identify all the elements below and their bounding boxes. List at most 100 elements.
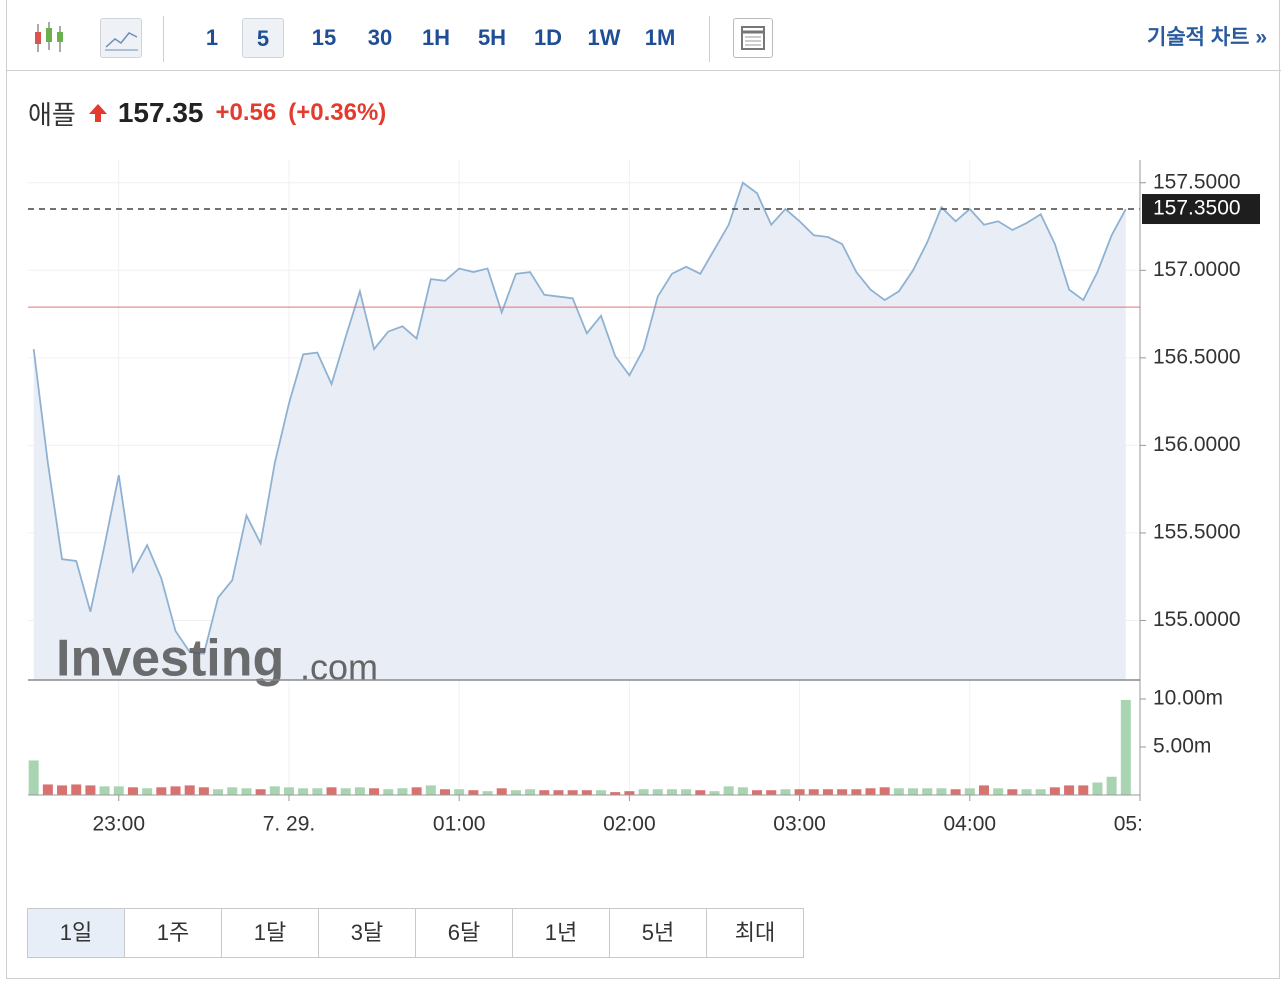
volume-bar xyxy=(28,760,39,795)
volume-bar xyxy=(1106,776,1117,795)
volume-bar xyxy=(723,786,734,795)
volume-bar xyxy=(425,785,436,795)
range-button[interactable]: 1주 xyxy=(124,908,222,958)
volume-bar xyxy=(950,789,961,795)
volume-bar xyxy=(808,789,819,795)
table-icon[interactable] xyxy=(733,18,773,58)
range-button[interactable]: 1년 xyxy=(512,908,610,958)
volume-bar xyxy=(1120,699,1131,795)
volume-bar xyxy=(695,790,706,795)
volume-bar xyxy=(227,787,238,795)
volume-bar xyxy=(851,789,862,795)
volume-bar xyxy=(326,787,337,795)
range-button[interactable]: 1달 xyxy=(221,908,319,958)
x-tick-label: 03:00 xyxy=(773,813,826,836)
volume-bar xyxy=(113,786,124,795)
volume-bar xyxy=(1007,789,1018,795)
volume-bar xyxy=(397,788,408,795)
price: 157.35 xyxy=(117,97,204,128)
volume-bar xyxy=(1035,789,1046,795)
volume-bar xyxy=(1092,782,1103,795)
volume-bar xyxy=(993,788,1004,795)
volume-bar xyxy=(213,789,224,795)
y-tick-label: 156.0000 xyxy=(1153,433,1241,456)
volume-bar xyxy=(142,788,153,795)
volume-bar xyxy=(340,788,351,795)
volume-bar xyxy=(283,787,294,795)
current-price-box xyxy=(1142,194,1260,225)
volume-bar xyxy=(1078,785,1089,795)
range-button[interactable]: 5년 xyxy=(609,908,707,958)
volume-bar xyxy=(354,787,365,795)
volume-bar xyxy=(71,784,82,795)
chart: Investing .com 155.0000 155.5000 156.0000 156… xyxy=(28,160,1260,836)
technical-chart-link[interactable]: 기술적 차트 » xyxy=(1147,26,1267,49)
volume-bar xyxy=(383,789,394,795)
volume-bar xyxy=(596,790,607,795)
quote: 애플 157.35 +0.56 (+0.36%) xyxy=(28,94,398,132)
volume-bar xyxy=(893,788,904,795)
x-tick-label: 01:00 xyxy=(433,813,486,836)
candlestick-icon[interactable] xyxy=(30,18,70,58)
area-icon[interactable] xyxy=(100,18,142,58)
volume-bar xyxy=(99,786,110,795)
range-button[interactable]: 3달 xyxy=(318,908,416,958)
change-percent: (+0.36%) xyxy=(288,99,387,126)
interval-button[interactable]: 1 xyxy=(205,25,219,50)
interval-button[interactable]: 1W xyxy=(587,25,621,50)
volume-bar xyxy=(822,789,833,795)
volume-tick-label: 10.00m xyxy=(1153,687,1223,710)
volume-bar xyxy=(496,788,507,795)
volume-bar xyxy=(638,789,649,795)
volume-bar xyxy=(468,790,479,795)
x-tick-label: 05:00 xyxy=(1114,813,1167,836)
volume-bar xyxy=(752,790,763,795)
volume-bar xyxy=(879,787,890,795)
y-tick-label: 156.5000 xyxy=(1153,345,1241,368)
interval-button[interactable]: 30 xyxy=(367,25,393,50)
volume-bar xyxy=(908,788,919,795)
volume-bar xyxy=(553,790,564,795)
volume-bar xyxy=(255,789,266,795)
y-tick-label: 155.0000 xyxy=(1153,608,1241,631)
volume-bar xyxy=(567,790,578,795)
y-tick-label: 155.5000 xyxy=(1153,520,1241,543)
volume-bar xyxy=(127,787,138,795)
volume-bar xyxy=(42,784,53,795)
interval-button[interactable]: 15 xyxy=(311,25,337,50)
volume-bar xyxy=(794,789,805,795)
watermark-suffix: .com xyxy=(300,647,378,688)
watermark: Investing xyxy=(56,630,284,688)
volume-bar xyxy=(411,787,422,795)
volume-bar xyxy=(298,788,309,795)
interval-button[interactable]: 1H xyxy=(421,25,451,50)
range-button[interactable]: 최대 xyxy=(706,908,804,958)
range-buttons: 1일 1주 1달 3달 6달 1년 5년 최대 xyxy=(27,908,804,958)
volume-bar xyxy=(666,789,677,795)
volume-bar xyxy=(652,789,663,795)
volume-bar xyxy=(184,785,195,795)
interval-button[interactable]: 1M xyxy=(644,25,676,50)
change: +0.56 xyxy=(215,99,277,126)
interval-button[interactable]: 1D xyxy=(533,25,563,50)
volume-bar xyxy=(269,786,280,795)
x-tick-label: 23:00 xyxy=(92,813,145,836)
volume-bar xyxy=(156,787,167,795)
x-tick-label: 02:00 xyxy=(603,813,656,836)
volume-bar xyxy=(865,788,876,795)
range-button[interactable]: 1일 xyxy=(27,908,125,958)
stock-name: 애플 xyxy=(28,99,76,130)
separator xyxy=(709,16,710,62)
current-price-label: 157.3500 xyxy=(1153,197,1241,220)
range-button[interactable]: 6달 xyxy=(415,908,513,958)
volume-bar xyxy=(964,788,975,795)
volume-bar xyxy=(312,788,323,795)
interval-button[interactable]: 5 xyxy=(242,18,284,58)
volume-bar xyxy=(766,790,777,795)
volume-bar xyxy=(709,791,720,795)
volume-bar xyxy=(539,790,550,795)
volume-bar xyxy=(737,787,748,795)
interval-button[interactable]: 5H xyxy=(477,25,507,50)
volume-bar xyxy=(624,791,635,795)
